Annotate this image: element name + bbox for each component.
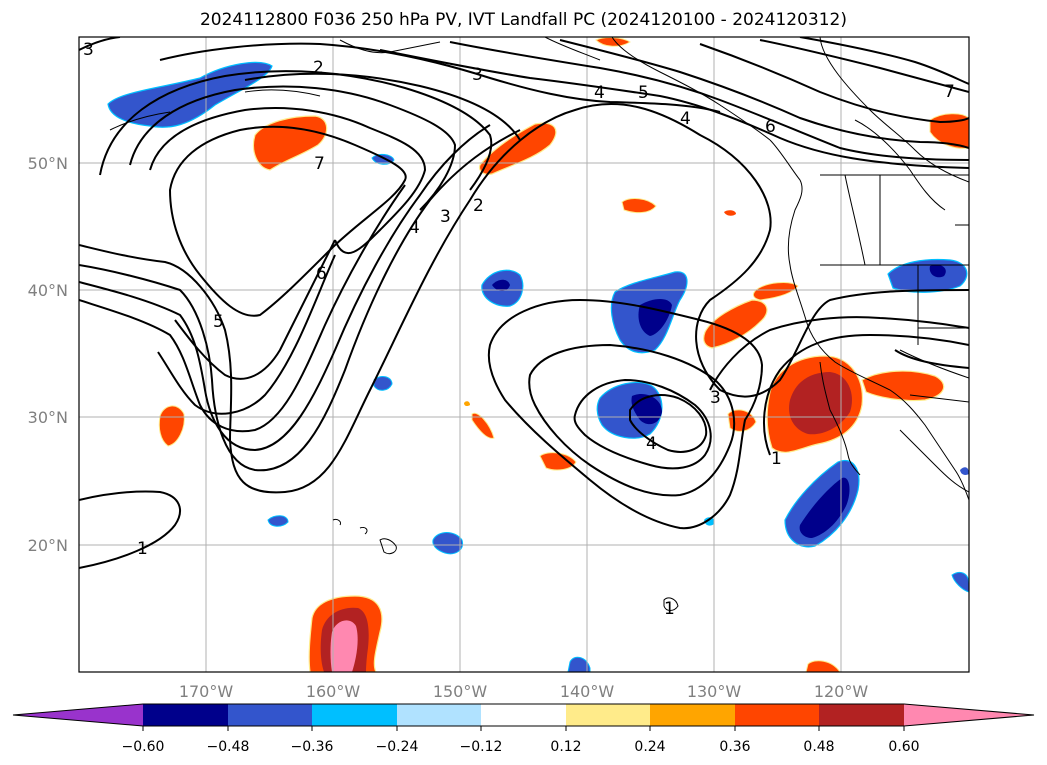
colorbar-label: 0.12 <box>550 739 581 755</box>
colorbar-labels: −0.60 −0.48 −0.36 −0.24 −0.12 0.12 0.24 … <box>122 739 920 755</box>
lat-label-40n: 40°N <box>28 281 68 300</box>
colorbar: −0.60 −0.48 −0.36 −0.24 −0.12 0.12 0.24 … <box>12 703 1035 755</box>
contour-line-23 <box>629 394 708 453</box>
contour-line-6 <box>174 239 336 380</box>
colorbar-label: 0.36 <box>719 739 750 755</box>
colorbar-bin <box>481 704 566 726</box>
contour-label: 4 <box>409 218 420 238</box>
contour-line-14 <box>379 49 969 169</box>
contour-label: 7 <box>314 154 325 174</box>
contour-line-24 <box>79 490 181 569</box>
latitude-labels: 50°N 40°N 30°N 20°N <box>28 154 68 555</box>
contour-line-20 <box>487 298 764 530</box>
ivt-contours <box>79 37 969 569</box>
contour-label: 4 <box>646 434 657 454</box>
contour-line-17 <box>699 43 969 124</box>
contour-label: 6 <box>765 117 776 137</box>
contour-line-25 <box>709 316 969 391</box>
colorbar-label: 0.60 <box>888 739 919 755</box>
contour-label: 6 <box>316 264 327 284</box>
colorbar-bin <box>228 704 312 726</box>
colorbar-bin <box>566 704 650 726</box>
contour-line-10 <box>99 70 493 191</box>
pv-anomaly-alaska <box>107 61 273 128</box>
lon-label-150w: 150°W <box>433 682 488 701</box>
contour-label: 1 <box>664 599 675 619</box>
colorbar-label: 0.48 <box>803 739 834 755</box>
lat-label-30n: 30°N <box>28 408 68 427</box>
contour-label: 4 <box>680 109 691 129</box>
contour-line-4 <box>79 184 406 433</box>
contour-line-22 <box>573 378 712 470</box>
colorbar-bin <box>397 704 481 726</box>
contour-line-18 <box>759 39 969 93</box>
contour-line-19 <box>799 37 969 85</box>
contour-label: 5 <box>213 312 224 332</box>
contour-line-27 <box>894 349 969 369</box>
colorbar-label: 0.24 <box>634 739 665 755</box>
contour-label: 5 <box>638 83 649 103</box>
contour-line-7 <box>168 125 407 317</box>
lon-label-170w: 170°W <box>179 682 234 701</box>
contour-label: 4 <box>594 83 605 103</box>
colorbar-bin <box>143 704 228 726</box>
colorbar-label: −0.60 <box>122 739 165 755</box>
colorbar-bin <box>735 704 819 726</box>
contour-line-8 <box>149 107 427 254</box>
colorbar-right-extension <box>904 704 1034 726</box>
lon-label-140w: 140°W <box>560 682 615 701</box>
lon-label-130w: 130°W <box>687 682 742 701</box>
lat-label-20n: 20°N <box>28 536 68 555</box>
contour-line-15 <box>449 41 969 161</box>
colorbar-bin <box>650 704 735 726</box>
pv-anomaly-36n-128w <box>703 299 768 349</box>
contour-label: 1 <box>771 449 782 469</box>
contour-line-11 <box>244 72 521 141</box>
graticule <box>79 37 969 672</box>
lat-label-50n: 50°N <box>28 154 68 173</box>
contour-line-5 <box>157 254 336 415</box>
colorbar-label: −0.36 <box>291 739 334 755</box>
colorbar-label: −0.48 <box>207 739 250 755</box>
contour-line-9 <box>129 85 457 211</box>
map-frame <box>78 36 970 673</box>
contour-label: 3 <box>710 388 721 408</box>
map-title: 2024112800 F036 250 hPa PV, IVT Landfall… <box>199 10 847 30</box>
colorbar-bin <box>312 704 397 726</box>
contour-labels: 3 2 3 4 5 4 6 7 7 4 3 2 6 5 3 4 1 1 1 <box>83 40 955 619</box>
contour-line-3 <box>79 124 491 452</box>
pv-anomaly-socal <box>861 370 945 402</box>
lon-label-120w: 120°W <box>814 682 869 701</box>
lon-label-160w: 160°W <box>306 682 361 701</box>
colorbar-bin <box>819 704 904 726</box>
longitude-labels: 170°W 160°W 150°W 140°W 130°W 120°W <box>179 682 869 701</box>
colorbar-label: −0.24 <box>376 739 419 755</box>
contour-line-1 <box>79 103 969 494</box>
contour-label: 7 <box>944 82 955 102</box>
contour-label: 2 <box>473 196 484 216</box>
contour-label: 1 <box>137 539 148 559</box>
contour-label: 3 <box>440 207 451 227</box>
pv-anomaly-us-interior <box>887 258 968 293</box>
contour-label: 2 <box>313 58 324 78</box>
contour-line-21 <box>528 343 736 497</box>
contour-line-26 <box>763 333 969 456</box>
colorbar-ticks <box>142 726 905 731</box>
contour-label: 3 <box>472 65 483 85</box>
contour-line-16 <box>559 39 969 149</box>
colorbar-label: −0.12 <box>460 739 503 755</box>
contour-line-12 <box>159 42 721 113</box>
contour-label: 3 <box>83 40 94 60</box>
colorbar-left-extension <box>13 704 143 726</box>
